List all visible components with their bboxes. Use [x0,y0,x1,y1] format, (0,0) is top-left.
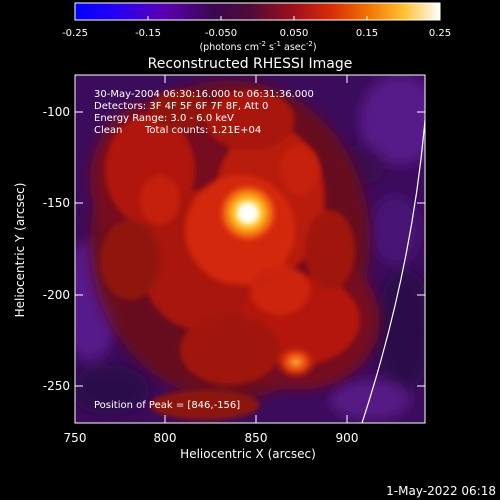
colorbar-units: (photons cm-2 s-1 asec-2) [199,40,316,53]
energy-range-text: Energy Range: 3.0 - 6.0 keV [94,113,234,124]
footer-date: 1-May-2022 06:18 [386,484,496,498]
clean-text: Clean [94,125,122,136]
y-axis-ticks [75,111,425,387]
plot-title: Reconstructed RHESSI Image [148,56,353,72]
x-axis-label: Heliocentric X (arcsec) [180,447,316,461]
x-tick-label: 750 [64,431,87,445]
y-tick-label: -100 [43,105,70,119]
colorbar-ticks [74,16,441,20]
x-axis-ticks [74,75,348,423]
colorbar: -0.25 -0.15 -0.050 0.050 0.15 0.25 (phot… [62,2,451,53]
y-tick-label: -200 [43,288,70,302]
detectors-text: Detectors: 3F 4F 5F 6F 7F 8F, Att 0 [94,101,268,112]
rhessi-image [75,75,425,423]
colorbar-tick-label: 0.15 [356,28,378,39]
y-tick-label: -250 [43,379,70,393]
time-range-text: 30-May-2004 06:30:16.000 to 06:31:36.000 [94,89,314,100]
y-tick-label: -150 [43,196,70,210]
colorbar-tick-label: 0.050 [280,28,309,39]
colorbar-tick-label: -0.050 [205,28,237,39]
solar-limb [361,119,425,423]
x-tick-label: 850 [245,431,268,445]
colorbar-gradient [75,3,440,20]
colorbar-tick-label: 0.25 [429,28,451,39]
colorbar-tick-label: -0.25 [62,28,88,39]
x-tick-label: 900 [336,431,359,445]
plot-frame [74,74,426,424]
colorbar-tick-label: -0.15 [135,28,161,39]
x-tick-label: 800 [154,431,177,445]
colorbar-frame [74,2,441,21]
peak-position-text: Position of Peak = [846,-156] [94,400,240,411]
y-axis-label: Heliocentric Y (arcsec) [13,183,27,318]
info-annotations: 30-May-2004 06:30:16.000 to 06:31:36.000… [94,89,314,411]
total-counts-text: Total counts: 1.21E+04 [144,125,261,136]
